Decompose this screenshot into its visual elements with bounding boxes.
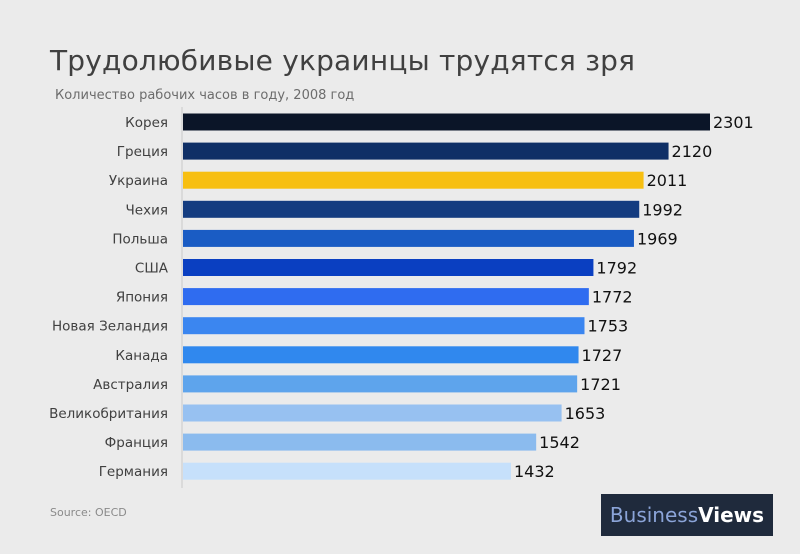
- category-label-9: Австралия: [93, 377, 168, 393]
- bars-layer: [183, 113, 710, 480]
- bar-8: [183, 346, 579, 364]
- value-label-0: 2301: [713, 113, 754, 132]
- category-labels: Корея Греция Украина Чехия Польша США Япония Но…: [49, 115, 169, 480]
- category-label-3: Чехия: [126, 202, 168, 218]
- value-label-6: 1772: [592, 288, 633, 307]
- logo-text-views: Views: [698, 503, 765, 527]
- business-views-logo: Business Views: [601, 494, 773, 536]
- category-label-8: Канада: [115, 348, 168, 364]
- value-label-8: 1727: [582, 346, 623, 365]
- category-label-7: Новая Зеландия: [52, 319, 168, 335]
- value-label-9: 1721: [580, 375, 621, 394]
- chart-subtitle: Количество рабочих часов в году, 2008 го…: [55, 88, 355, 103]
- bar-11: [183, 433, 537, 451]
- value-label-2: 2011: [647, 171, 688, 190]
- category-label-12: Германия: [99, 464, 168, 480]
- bar-1: [183, 142, 669, 160]
- bar-12: [183, 462, 511, 480]
- value-label-10: 1653: [565, 404, 606, 423]
- bar-2: [183, 171, 644, 189]
- category-label-4: Польша: [112, 231, 168, 247]
- bar-9: [183, 375, 578, 393]
- category-label-2: Украина: [109, 173, 168, 189]
- bar-6: [183, 288, 589, 306]
- bar-0: [183, 113, 710, 131]
- bar-4: [183, 229, 634, 247]
- chart-title: Трудолюбивые украинцы трудятся зря: [50, 44, 636, 77]
- category-label-11: Франция: [105, 435, 168, 451]
- bar-5: [183, 259, 594, 276]
- bar-7: [183, 317, 585, 335]
- category-label-0: Корея: [125, 115, 168, 131]
- category-label-6: Япония: [116, 290, 168, 306]
- logo-text-business: Business: [609, 503, 699, 527]
- value-label-12: 1432: [514, 462, 555, 481]
- bar-10: [183, 404, 562, 422]
- category-label-10: Великобритания: [49, 406, 168, 422]
- source-note: Source: OECD: [50, 506, 127, 519]
- value-label-7: 1753: [587, 317, 628, 336]
- value-label-1: 2120: [672, 142, 713, 161]
- bar-3: [183, 200, 640, 218]
- value-label-4: 1969: [637, 229, 678, 248]
- value-label-3: 1992: [642, 200, 683, 219]
- value-label-5: 1792: [596, 259, 637, 278]
- category-label-5: США: [135, 261, 169, 277]
- category-label-1: Греция: [117, 144, 168, 160]
- value-label-11: 1542: [539, 433, 580, 452]
